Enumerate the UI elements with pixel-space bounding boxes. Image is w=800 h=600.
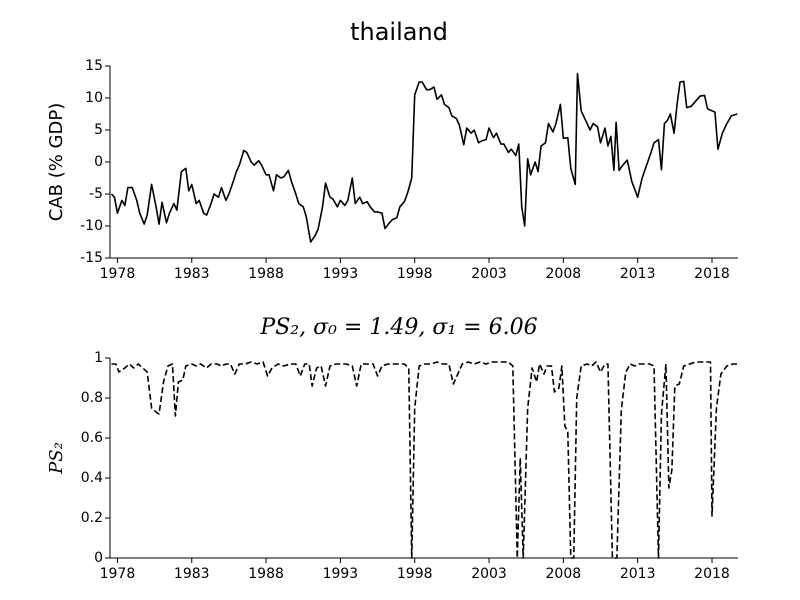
y-tick-label: -15	[80, 250, 103, 266]
y-tick-label: 0	[94, 154, 103, 170]
data-line	[110, 72, 738, 243]
x-tick-label: 2003	[471, 266, 507, 282]
y-axis-label: PS₂	[46, 442, 67, 475]
x-tick-label: 2008	[546, 566, 582, 582]
y-tick-label: 10	[85, 90, 103, 106]
x-tick-label: 1988	[248, 566, 284, 582]
y-tick-label: 0.4	[81, 470, 103, 486]
x-tick-label: 2008	[546, 266, 582, 282]
y-axis-label: CAB (% GDP)	[46, 103, 67, 222]
x-tick-label: 1988	[248, 266, 284, 282]
chart-title: thailand	[350, 18, 448, 46]
y-tick-label: 0	[94, 550, 103, 566]
x-tick-label: 1978	[100, 566, 136, 582]
x-tick-label: 2018	[694, 266, 730, 282]
y-tick-label: 15	[85, 58, 103, 74]
data-line	[111, 361, 738, 559]
y-tick-label: 0.6	[81, 430, 103, 446]
y-tick-label: 5	[94, 122, 103, 138]
x-tick-label: 2013	[620, 266, 656, 282]
x-tick-label: 2013	[620, 566, 656, 582]
y-tick-label: 0.8	[81, 390, 103, 406]
x-tick-label: 1998	[397, 266, 433, 282]
y-tick-label: 0.2	[81, 510, 103, 526]
chart-title: PS₂, σ₀ = 1.49, σ₁ = 6.06	[259, 315, 537, 340]
x-tick-label: 1983	[174, 266, 210, 282]
y-tick-label: 1	[94, 350, 103, 366]
y-tick-label: -5	[89, 186, 103, 202]
x-tick-label: 2018	[694, 566, 730, 582]
x-tick-label: 1993	[323, 566, 359, 582]
x-tick-label: 2003	[471, 566, 507, 582]
x-tick-label: 1998	[397, 566, 433, 582]
x-tick-label: 1983	[174, 566, 210, 582]
y-tick-label: -10	[80, 218, 103, 234]
x-tick-label: 1978	[100, 266, 136, 282]
x-tick-label: 1993	[323, 266, 359, 282]
